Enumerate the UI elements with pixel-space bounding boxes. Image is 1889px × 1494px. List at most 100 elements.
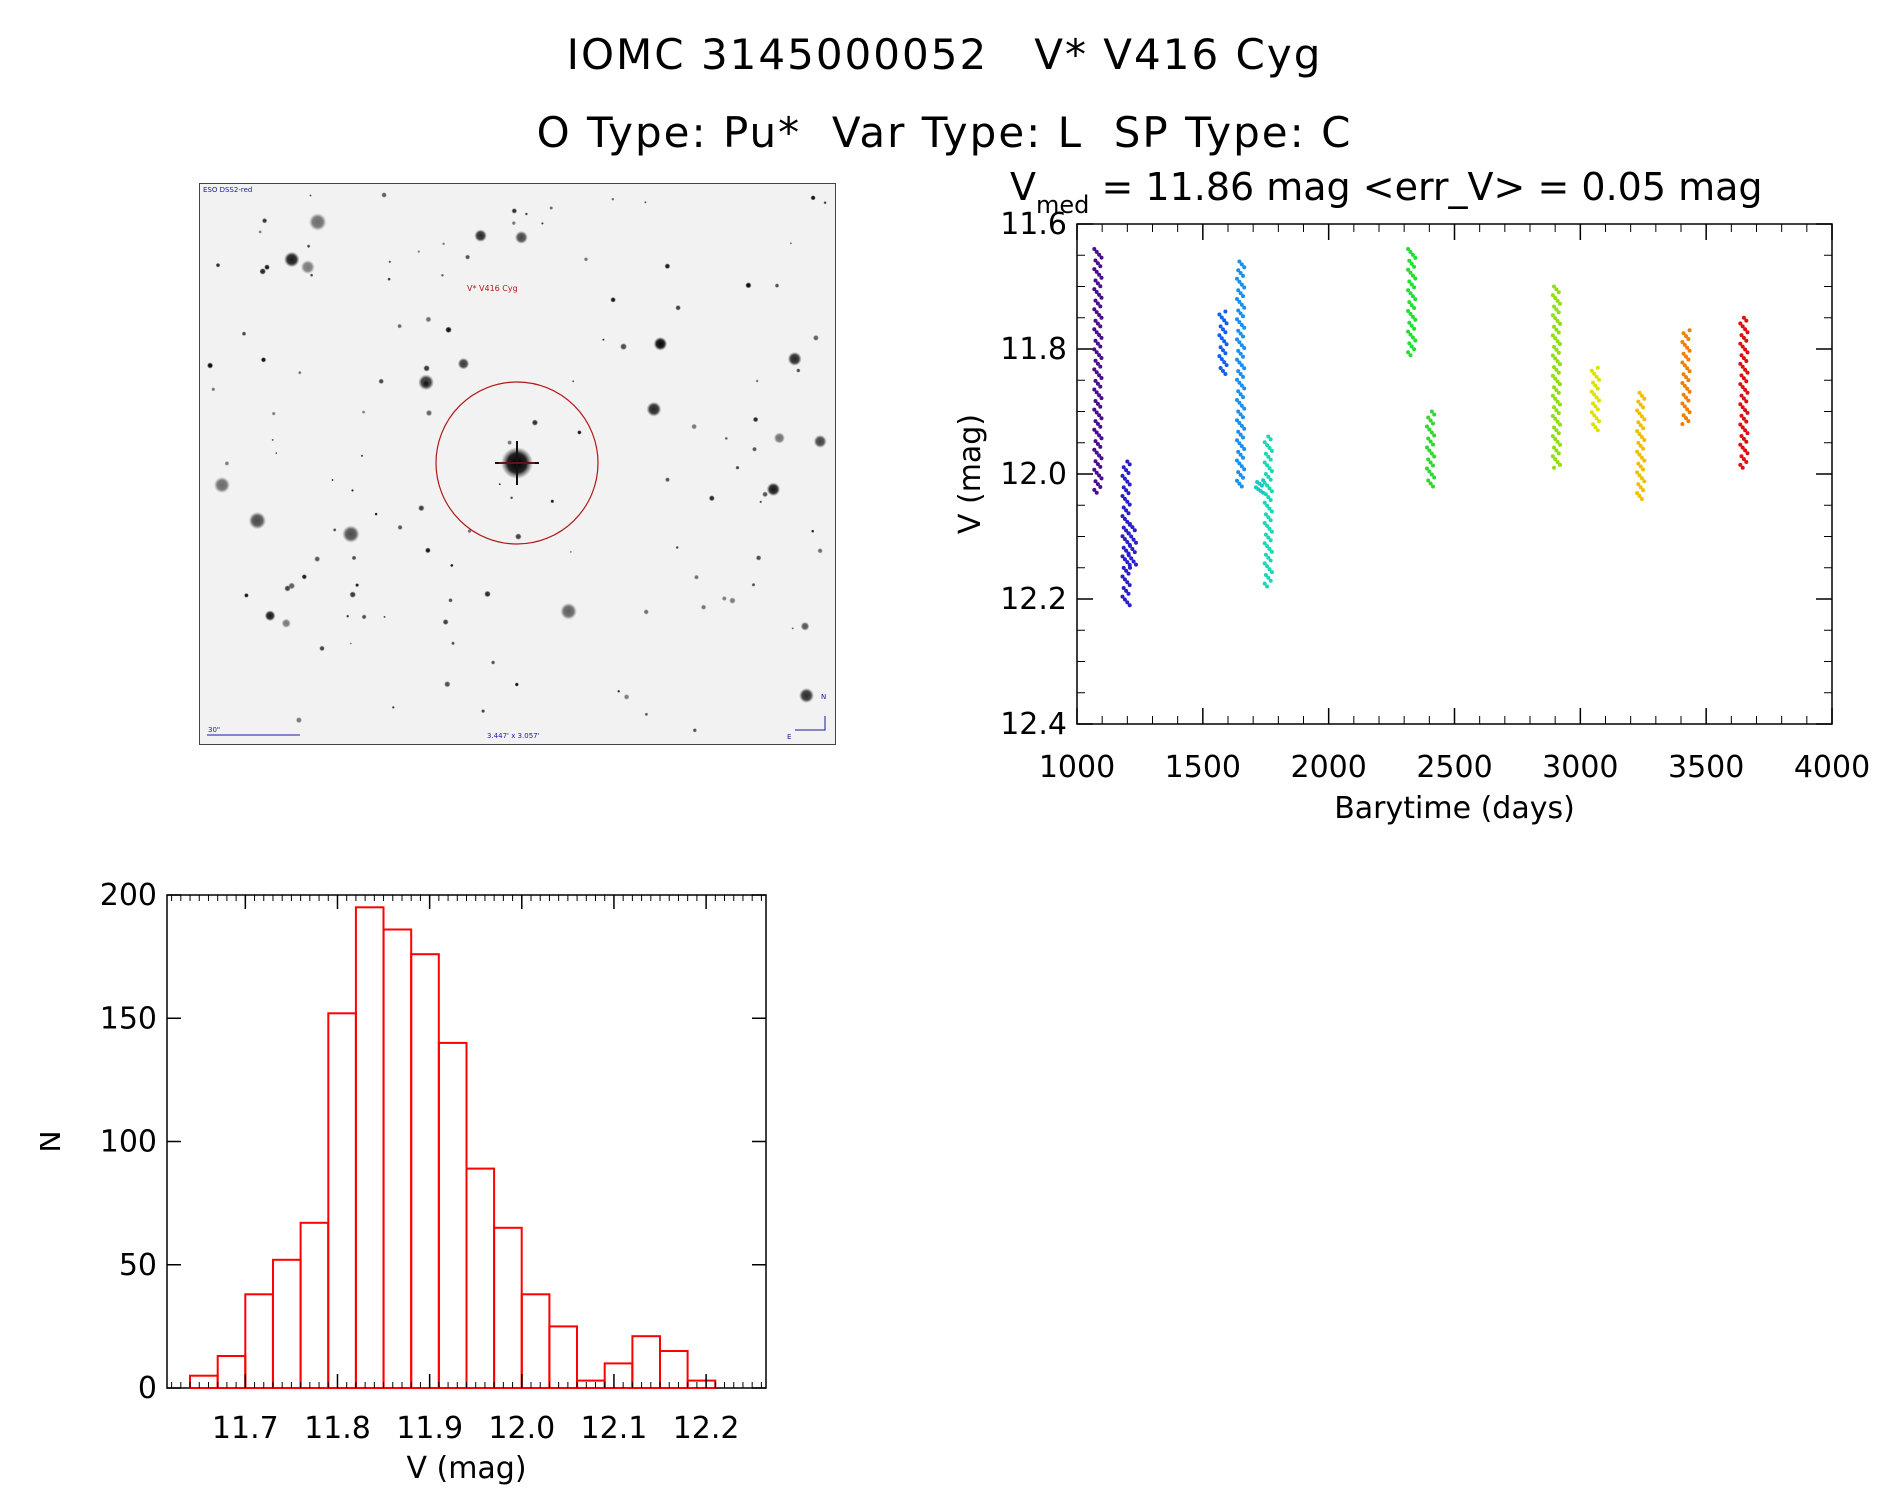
lightcurve-point bbox=[1743, 428, 1748, 433]
lightcurve-point bbox=[1092, 467, 1097, 472]
lightcurve-point bbox=[1242, 285, 1247, 290]
lightcurve-point bbox=[1589, 368, 1594, 373]
lightcurve-point bbox=[1093, 278, 1098, 283]
finder-star bbox=[288, 582, 296, 590]
lightcurve-point bbox=[1432, 412, 1437, 417]
lightcurve-x-tick-label: 2500 bbox=[1416, 750, 1492, 785]
lightcurve-point bbox=[1556, 310, 1561, 315]
lightcurve-point bbox=[1238, 291, 1243, 296]
lightcurve-point bbox=[1685, 366, 1690, 371]
lightcurve-point bbox=[1685, 386, 1690, 391]
lightcurve-point bbox=[1552, 445, 1556, 450]
lightcurve-point bbox=[1263, 451, 1268, 456]
lightcurve-point bbox=[1236, 308, 1241, 313]
lightcurve-x-axis-label: Barytime (days) bbox=[1334, 791, 1575, 826]
lightcurve-point bbox=[1125, 519, 1130, 524]
lightcurve-point bbox=[1555, 379, 1560, 384]
lightcurve-point bbox=[1552, 304, 1556, 309]
lightcurve-point bbox=[1639, 435, 1644, 439]
lightcurve-point bbox=[1095, 321, 1100, 326]
lightcurve-point bbox=[1595, 407, 1600, 412]
lightcurve-point bbox=[1239, 403, 1244, 408]
lightcurve-point bbox=[1098, 324, 1103, 329]
lightcurve-point bbox=[1242, 366, 1247, 371]
lightcurve-point bbox=[1594, 416, 1599, 421]
finder-star bbox=[745, 282, 752, 289]
lightcurve-point bbox=[1408, 332, 1413, 337]
finder-star bbox=[349, 591, 356, 598]
lightcurve-point bbox=[1744, 359, 1749, 363]
lightcurve-point bbox=[1092, 367, 1097, 372]
lightcurve-point bbox=[1426, 457, 1431, 462]
lightcurve-point bbox=[1552, 405, 1556, 410]
lightcurve-point bbox=[1236, 328, 1241, 333]
finder-star bbox=[507, 440, 513, 446]
lightcurve-point bbox=[1642, 396, 1647, 401]
histogram-bar bbox=[603, 1362, 634, 1389]
lightcurve-point bbox=[1269, 469, 1274, 474]
finder-star bbox=[541, 222, 544, 225]
lightcurve-point bbox=[1680, 401, 1685, 406]
lightcurve-point bbox=[1554, 287, 1559, 292]
lightcurve-point bbox=[1094, 249, 1099, 254]
lightcurve-point bbox=[1739, 434, 1744, 438]
lightcurve-point bbox=[1556, 411, 1561, 416]
lightcurve-point bbox=[1428, 418, 1433, 423]
survey-label: ESO DSS2-red bbox=[203, 186, 252, 194]
lightcurve-point bbox=[1242, 346, 1247, 350]
lightcurve-point bbox=[1425, 445, 1429, 450]
finder-star bbox=[511, 220, 516, 226]
finder-star bbox=[355, 583, 360, 588]
lightcurve-point bbox=[1122, 597, 1127, 602]
lightcurve-point bbox=[1265, 463, 1270, 468]
lightcurve-point bbox=[1743, 408, 1748, 413]
lightcurve-point bbox=[1130, 547, 1135, 551]
finder-star bbox=[418, 504, 425, 512]
lightcurve-point bbox=[1687, 389, 1692, 394]
lightcurve-point bbox=[1409, 344, 1414, 349]
lightcurve-point bbox=[1410, 273, 1415, 278]
lightcurve-point bbox=[1098, 364, 1103, 369]
lightcurve-point bbox=[1408, 250, 1413, 254]
lightcurve-point bbox=[1637, 390, 1642, 395]
finder-star bbox=[800, 621, 810, 631]
lightcurve-point bbox=[1556, 350, 1561, 355]
lightcurve-point bbox=[1127, 462, 1132, 467]
lightcurve-point bbox=[1431, 463, 1435, 468]
lightcurve-point bbox=[1265, 503, 1270, 508]
lightcurve-point bbox=[1558, 342, 1562, 346]
lightcurve-point bbox=[1238, 372, 1243, 376]
lightcurve-point bbox=[1413, 338, 1418, 343]
histogram-y-tick-label: 100 bbox=[100, 1125, 157, 1160]
lightcurve-point bbox=[1555, 439, 1560, 444]
lightcurve-point bbox=[1428, 460, 1433, 465]
lightcurve-point bbox=[1095, 301, 1100, 306]
lightcurve-point bbox=[1132, 528, 1137, 533]
finder-star bbox=[332, 528, 337, 532]
finder-star bbox=[275, 452, 278, 455]
lightcurve-point bbox=[1262, 581, 1267, 586]
lightcurve-point bbox=[1684, 354, 1688, 359]
lightcurve-point bbox=[1425, 466, 1429, 471]
lightcurve-point bbox=[1407, 300, 1412, 305]
lightcurve-point bbox=[1121, 565, 1126, 570]
lightcurve-point bbox=[1238, 432, 1243, 437]
finder-star bbox=[306, 244, 311, 248]
lightcurve-point bbox=[1219, 336, 1224, 341]
lightcurve-point bbox=[1681, 372, 1686, 377]
lightcurve-point bbox=[1553, 416, 1558, 421]
lightcurve-point bbox=[1686, 357, 1691, 362]
finder-star bbox=[514, 682, 519, 687]
lightcurve-point bbox=[1595, 365, 1600, 370]
lightcurve-point bbox=[1217, 333, 1222, 338]
lightcurve-point bbox=[1739, 333, 1744, 338]
lightcurve-point bbox=[1686, 378, 1691, 383]
lightcurve-x-tick-label: 2000 bbox=[1290, 750, 1366, 785]
histogram-y-tick-label: 200 bbox=[100, 878, 157, 913]
lightcurve-point bbox=[1685, 345, 1690, 350]
lightcurve-point bbox=[1558, 301, 1562, 306]
lightcurve-point bbox=[1235, 317, 1239, 322]
finder-star bbox=[308, 213, 327, 231]
lightcurve-point bbox=[1745, 350, 1750, 355]
finder-star bbox=[300, 260, 315, 275]
